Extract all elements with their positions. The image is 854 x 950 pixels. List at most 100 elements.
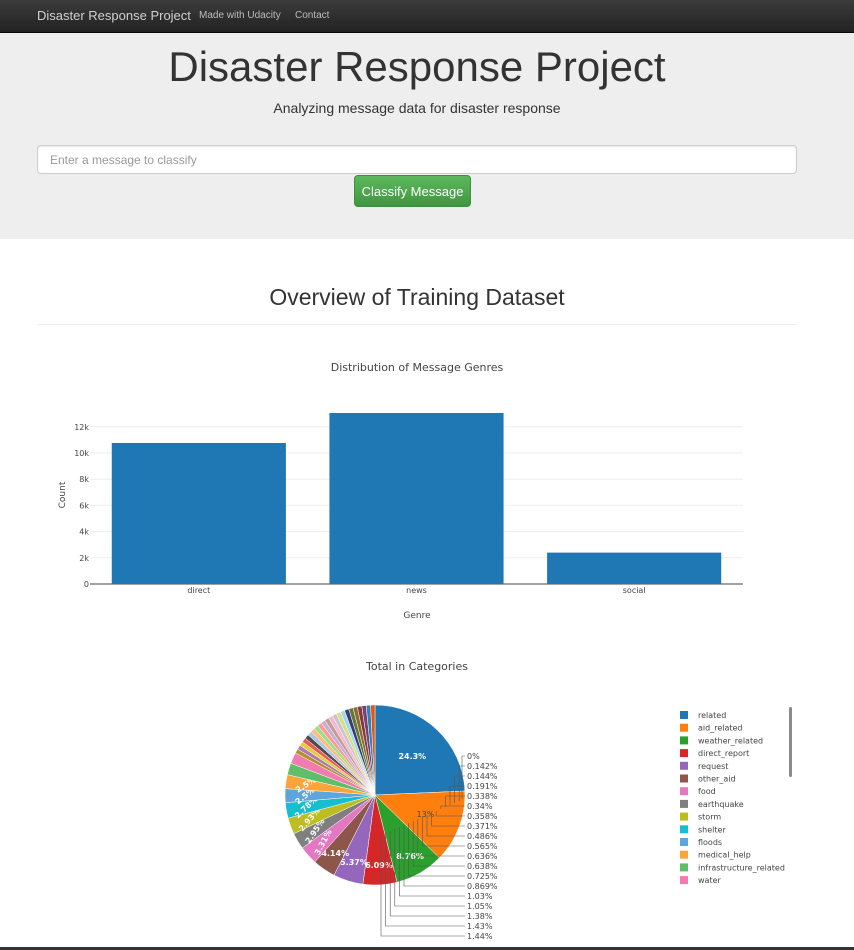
- y-tick-label: 6k: [79, 501, 89, 510]
- legend-item[interactable]: aid_related: [698, 724, 743, 733]
- legend-item[interactable]: food: [698, 787, 716, 796]
- legend-swatch[interactable]: [680, 761, 688, 770]
- legend-item[interactable]: other_aid: [698, 775, 736, 784]
- legend-swatch[interactable]: [680, 876, 688, 885]
- leader-line: [440, 805, 465, 809]
- pie-slice-label: 24.3%: [398, 752, 426, 761]
- x-tick-label: news: [406, 586, 427, 595]
- pie-slice-related[interactable]: [374, 704, 466, 796]
- outside-slice-label: 1.44%: [467, 932, 493, 941]
- navbar: Disaster Response Project Made with Udac…: [0, 0, 854, 33]
- outside-slice-label: 0.142%: [467, 762, 498, 771]
- legend-scrollbar[interactable]: [789, 707, 792, 777]
- page-title: Disaster Response Project: [168, 43, 666, 90]
- legend-item[interactable]: related: [698, 711, 726, 720]
- genre-bar-chart: Distribution of Message Genres 0 2k 4k 6k 8k 1…: [58, 361, 743, 621]
- leader-line: [454, 775, 465, 803]
- outside-slice-label: 0.486%: [467, 832, 498, 841]
- classify-message-button[interactable]: Classify Message: [354, 175, 471, 207]
- message-input[interactable]: [37, 145, 797, 174]
- legend-item[interactable]: floods: [698, 838, 722, 847]
- y-tick-label: 4k: [79, 528, 89, 537]
- y-tick-label: 0: [84, 580, 89, 589]
- legend-item[interactable]: shelter: [698, 825, 726, 834]
- outside-slice-label: 0.725%: [467, 872, 498, 881]
- leader-line: [458, 765, 465, 801]
- leader-line: [431, 813, 465, 827]
- outside-slice-label: 0.638%: [467, 862, 498, 871]
- legend-item[interactable]: direct_report: [698, 749, 749, 758]
- leader-line: [385, 833, 465, 927]
- legend-swatch[interactable]: [680, 787, 688, 796]
- legend-swatch[interactable]: [680, 850, 688, 859]
- legend-item[interactable]: earthquake: [698, 800, 744, 809]
- legend-swatch[interactable]: [680, 736, 688, 745]
- outside-slice-label: 0.191%: [467, 782, 498, 791]
- leader-line: [408, 823, 465, 877]
- outside-slice-label: 0.636%: [467, 852, 498, 861]
- legend-item[interactable]: request: [698, 762, 728, 771]
- page-subtitle: Analyzing message data for disaster resp…: [273, 100, 561, 116]
- nav-link-made-with-udacity[interactable]: Made with Udacity: [199, 10, 281, 21]
- legend-swatch[interactable]: [680, 799, 688, 808]
- outside-slice-label: 0.869%: [467, 882, 498, 891]
- pie-slice-label: 13%: [417, 810, 435, 819]
- overview-title: Overview of Training Dataset: [269, 284, 565, 310]
- pie-slice-label: 8.76%: [396, 852, 424, 861]
- outside-slice-label: 0%: [467, 752, 480, 761]
- outside-slice-label: 0.338%: [467, 792, 498, 801]
- bar-social[interactable]: [547, 552, 722, 584]
- legend-item[interactable]: water: [698, 876, 722, 885]
- y-tick-label: 12k: [74, 423, 89, 432]
- outside-slice-label: 1.38%: [467, 912, 493, 921]
- category-pie-chart: Total in Categories 24.3% 13% 8.76%6.09%5.3…: [284, 660, 792, 941]
- legend-item[interactable]: storm: [698, 813, 721, 822]
- window-bottom-edge: [0, 947, 854, 950]
- nav-link-contact[interactable]: Contact: [295, 10, 330, 21]
- leader-line: [445, 795, 465, 807]
- legend-item[interactable]: weather_related: [698, 736, 763, 745]
- leader-line: [435, 811, 465, 817]
- x-tick-label: social: [623, 586, 646, 595]
- legend-swatch[interactable]: [680, 711, 688, 719]
- x-axis-label: Genre: [403, 611, 431, 621]
- legend-swatch[interactable]: [680, 812, 688, 821]
- leader-line: [426, 815, 465, 837]
- legend-swatch[interactable]: [680, 774, 688, 783]
- leader-line: [412, 821, 465, 867]
- x-tick-label: direct: [187, 586, 210, 595]
- legend-item[interactable]: infrastructure_related: [698, 863, 785, 872]
- divider: [37, 324, 797, 325]
- outside-slice-label: 0.371%: [467, 822, 498, 831]
- legend-swatch[interactable]: [680, 723, 688, 732]
- navbar-brand[interactable]: Disaster Response Project: [37, 8, 191, 23]
- pie-slice-label: 5.37%: [340, 858, 368, 867]
- legend-swatch[interactable]: [680, 838, 688, 846]
- bar-news[interactable]: [329, 413, 504, 584]
- legend-swatch[interactable]: [680, 863, 688, 872]
- y-tick-label: 8k: [79, 475, 89, 484]
- leader-line: [394, 829, 465, 907]
- bar-chart-title: Distribution of Message Genres: [331, 361, 504, 374]
- legend-swatch[interactable]: [680, 749, 688, 758]
- outside-slice-label: 1.03%: [467, 892, 493, 901]
- bar-direct[interactable]: [111, 442, 286, 584]
- legend-swatch[interactable]: [680, 825, 688, 834]
- leader-line: [461, 755, 465, 799]
- leader-line: [422, 817, 465, 847]
- jumbotron: Disaster Response Project Analyzing mess…: [0, 33, 854, 239]
- leader-line: [417, 819, 465, 857]
- outside-slice-label: 0.144%: [467, 772, 498, 781]
- legend-item[interactable]: medical_help: [698, 851, 751, 860]
- leader-line: [403, 825, 465, 887]
- y-tick-label: 2k: [79, 554, 89, 563]
- pie-chart-title: Total in Categories: [365, 660, 468, 673]
- pie-slice-label: 4.14%: [321, 849, 349, 858]
- outside-slice-label: 1.43%: [467, 922, 493, 931]
- pie-slice-label: 6.09%: [365, 861, 393, 870]
- pie-slice-other-category-22[interactable]: [370, 704, 376, 796]
- leader-line: [399, 827, 465, 897]
- outside-slice-label: 0.358%: [467, 812, 498, 821]
- leader-line: [449, 785, 465, 805]
- outside-slice-label: 0.34%: [467, 802, 493, 811]
